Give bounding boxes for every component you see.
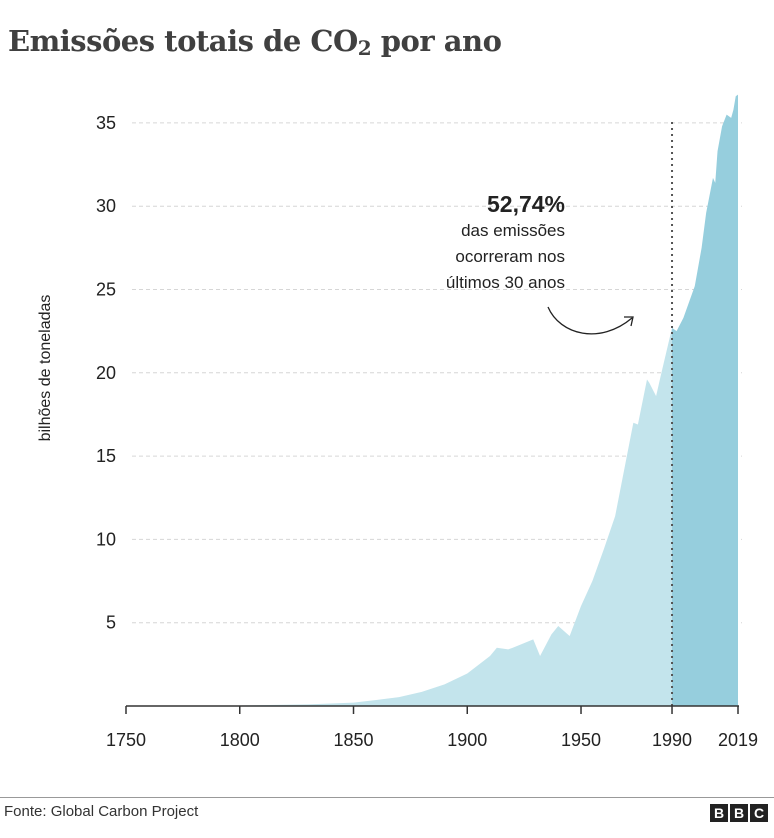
y-axis-label: bilhões de toneladas xyxy=(37,294,54,442)
title-text: Emissões totais de CO xyxy=(8,24,358,58)
arrow-head-icon xyxy=(624,316,634,327)
annotation-line: últimos 30 anos xyxy=(445,273,565,292)
title-subscript: 2 xyxy=(357,36,372,60)
annotation-line: ocorreram nos xyxy=(455,247,565,266)
source-note: Fonte: Global Carbon Project xyxy=(4,803,199,820)
x-tick-label: 1850 xyxy=(333,730,373,750)
x-tick-label: 1800 xyxy=(220,730,260,750)
x-tick-label: 1990 xyxy=(652,730,692,750)
x-tick-label: 1750 xyxy=(106,730,146,750)
area-since-1990 xyxy=(672,94,738,706)
area-before-1990 xyxy=(126,327,673,706)
chart-title: Emissões totais de CO2 por ano xyxy=(8,24,502,60)
y-tick-label: 25 xyxy=(96,280,116,300)
y-tick-label: 30 xyxy=(96,196,116,216)
annotation-line: das emissões xyxy=(461,221,565,240)
y-tick-label: 35 xyxy=(96,113,116,133)
y-tick-label: 5 xyxy=(106,613,116,633)
annotation-arrow xyxy=(547,306,633,335)
y-tick-label: 20 xyxy=(96,363,116,383)
annotation-percent: 52,74% xyxy=(486,191,565,217)
y-tick-label: 10 xyxy=(96,529,116,549)
footer-divider xyxy=(0,797,774,798)
annotation: 52,74% das emissões ocorreram nos último… xyxy=(446,190,565,296)
x-tick-label: 1900 xyxy=(447,730,487,750)
y-tick-label: 15 xyxy=(96,446,116,466)
x-tick-label: 1950 xyxy=(561,730,601,750)
x-tick-label: 2019 xyxy=(718,730,758,750)
title-text-rest: por ano xyxy=(371,24,502,58)
